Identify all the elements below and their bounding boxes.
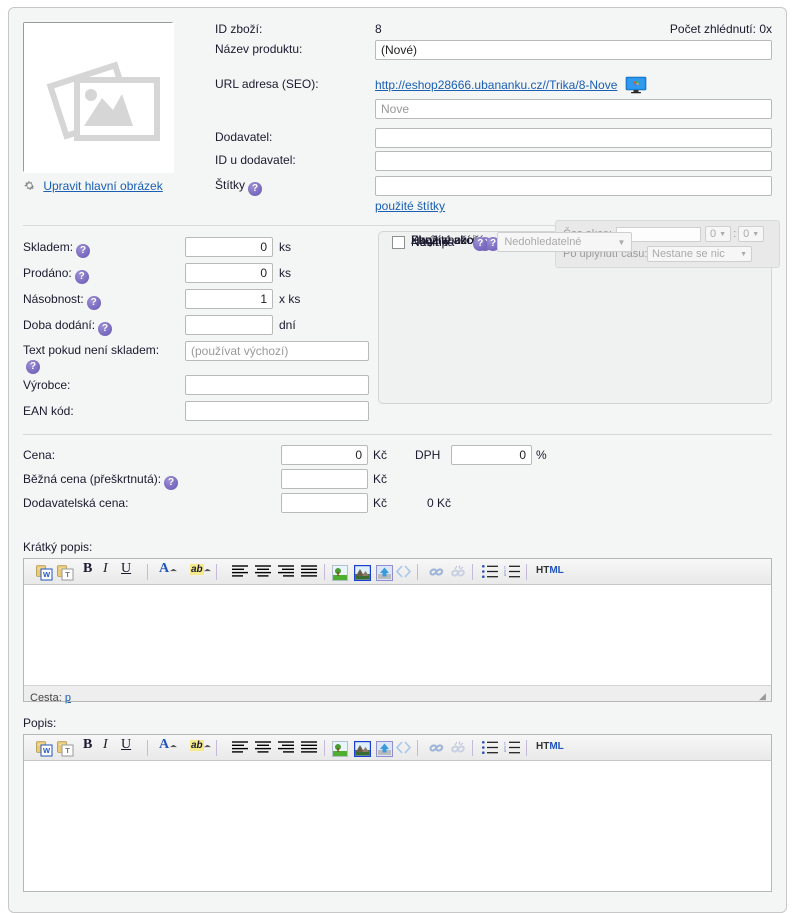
svg-text:T: T — [65, 570, 70, 579]
svg-text:3: 3 — [504, 749, 506, 753]
svg-text:W: W — [43, 746, 51, 755]
svg-text:T: T — [65, 746, 70, 755]
svg-text:3: 3 — [504, 573, 506, 577]
svg-text:W: W — [43, 570, 51, 579]
